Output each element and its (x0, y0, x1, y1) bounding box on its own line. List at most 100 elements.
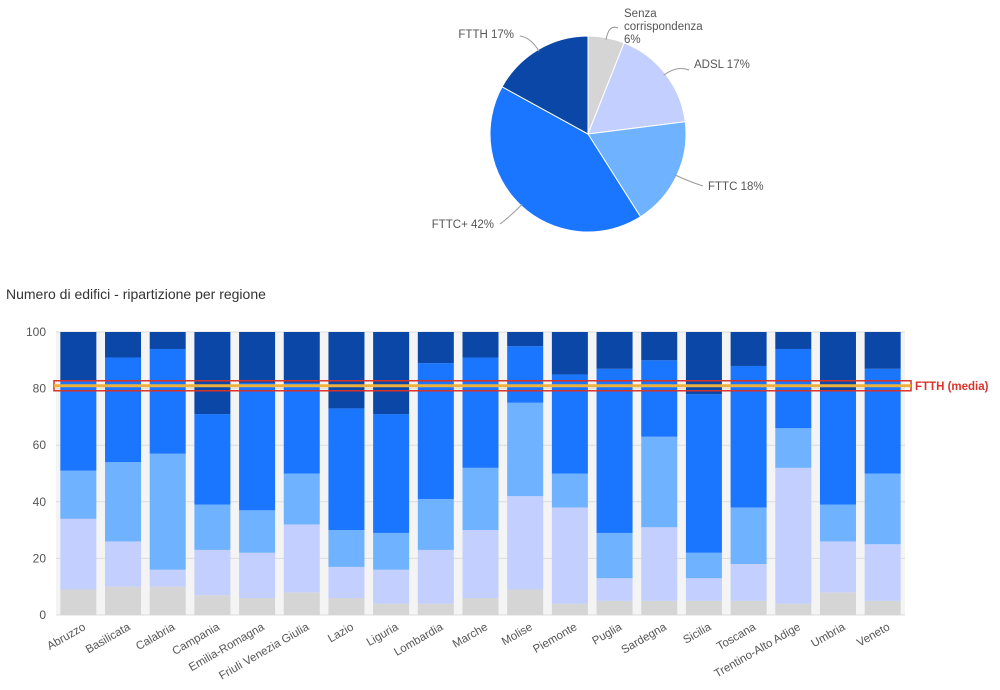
bar-segment-senza (417, 603, 454, 615)
bar-segment-senza (373, 603, 410, 615)
bar-segment-adsl (283, 524, 320, 593)
bar-segment-ftth (149, 332, 186, 349)
bar-segment-adsl (775, 467, 812, 604)
x-tick-label: Umbria (809, 621, 848, 650)
y-tick-label: 40 (33, 495, 47, 509)
bar-segment-fttcplus (596, 368, 633, 533)
bar-segment-ftth (417, 332, 454, 364)
bar-segment-fttcplus (239, 382, 276, 511)
x-tick-label: Veneto (855, 621, 892, 649)
bar-segment-fttcplus (194, 414, 231, 505)
bar-segment-senza (596, 600, 633, 615)
y-tick-label: 20 (33, 551, 47, 565)
bar-segment-senza (283, 592, 320, 615)
bar-segment-fttc (194, 504, 231, 550)
x-tick-label: Trentino-Alto Adige (712, 621, 802, 680)
pie-label: ADSL 17% (694, 59, 750, 71)
bar-segment-fttcplus (60, 380, 97, 471)
bar-segment-fttcplus (685, 394, 722, 553)
pie-label: FTTH 17% (458, 29, 514, 41)
bar-segment-ftth (551, 332, 588, 375)
bar-segment-senza (105, 586, 142, 615)
bar-segment-fttc (819, 504, 856, 542)
bar-segment-adsl (373, 569, 410, 604)
bar-segment-fttc (373, 532, 410, 570)
bar-segment-fttc (551, 473, 588, 508)
bar-segment-adsl (864, 544, 901, 601)
bar-segment-fttc (596, 532, 633, 579)
bar-segment-fttcplus (328, 408, 365, 531)
x-tick-label: Lombardia (392, 621, 446, 659)
bar-segment-fttcplus (775, 348, 812, 429)
bar-segment-fttc (417, 498, 454, 550)
x-tick-label: Piemonte (531, 621, 579, 656)
bar-segment-adsl (551, 507, 588, 604)
pie-leader-line (519, 35, 540, 52)
bar-segment-fttc (462, 467, 499, 531)
bar-segment-ftth (105, 332, 142, 358)
bar-segment-fttc (864, 473, 901, 545)
y-tick-label: 0 (39, 608, 46, 622)
bar-segment-senza (551, 603, 588, 615)
y-tick-label: 100 (26, 325, 46, 339)
bar-segment-fttcplus (641, 360, 678, 437)
x-tick-label: Abruzzo (45, 621, 88, 652)
pie-chart: Senza corrispondenza 6% ADSL 17% FTTC 18% FTT… (432, 8, 764, 233)
bar-segment-ftth (819, 332, 856, 392)
bar-segment-adsl (819, 541, 856, 593)
bar-segment-ftth (373, 332, 410, 415)
bar-segment-senza (239, 598, 276, 615)
bar-segment-adsl (685, 578, 722, 601)
bar-segment-senza (685, 600, 722, 615)
bar-segment-adsl (60, 518, 97, 590)
pie-leader-line (674, 174, 704, 187)
bar-segment-adsl (462, 530, 499, 599)
bar-segment-senza (462, 598, 499, 615)
bar-segment-ftth (462, 332, 499, 358)
x-tick-label: Lazio (326, 621, 356, 645)
bar-segment-senza (641, 600, 678, 615)
bar-segment-adsl (239, 552, 276, 599)
bar-segment-adsl (596, 578, 633, 601)
bar-segment-senza (864, 600, 901, 615)
bar-chart-title: Numero di edifici - ripartizione per reg… (6, 286, 266, 302)
bar-segment-fttc (239, 510, 276, 553)
bar-segment-fttcplus (105, 357, 142, 463)
bar-segment-fttc (775, 428, 812, 468)
bar-segment-senza (819, 592, 856, 615)
bar-segment-adsl (730, 564, 767, 601)
bar-segment-ftth (283, 332, 320, 383)
bar-segment-ftth (775, 332, 812, 349)
y-tick-label: 60 (33, 438, 47, 452)
bar-segment-ftth (328, 332, 365, 409)
bar-segment-fttcplus (373, 414, 410, 533)
bar-segment-ftth (239, 332, 276, 383)
bar-segment-senza (149, 586, 186, 615)
bar-segment-ftth (194, 332, 231, 415)
pie-leader-line (605, 26, 619, 40)
bar-segment-ftth (596, 332, 633, 369)
bar-segment-adsl (194, 549, 231, 596)
reference-line-label: FTTH (media) (915, 381, 989, 393)
bar-segment-ftth (641, 332, 678, 361)
pie-leader-line (663, 68, 690, 76)
bar-segment-fttc (730, 507, 767, 565)
bar-segment-fttcplus (283, 382, 320, 474)
bar-segment-ftth (685, 332, 722, 395)
pie-leader-line (499, 203, 523, 225)
bar-segment-senza (507, 589, 544, 615)
x-tick-label: Puglia (590, 621, 624, 648)
bar-segment-fttcplus (149, 348, 186, 454)
bar-segment-senza (194, 595, 231, 615)
bar-segment-fttcplus (462, 357, 499, 468)
bar-segment-senza (730, 600, 767, 615)
bar-segment-fttc (149, 453, 186, 570)
y-tick-label: 80 (33, 382, 47, 396)
x-tick-label: Sicilia (681, 621, 714, 647)
bar-segment-fttc (60, 470, 97, 519)
bar-segment-fttcplus (551, 374, 588, 474)
bar-segment-adsl (149, 569, 186, 587)
bar-segment-fttc (105, 462, 142, 542)
